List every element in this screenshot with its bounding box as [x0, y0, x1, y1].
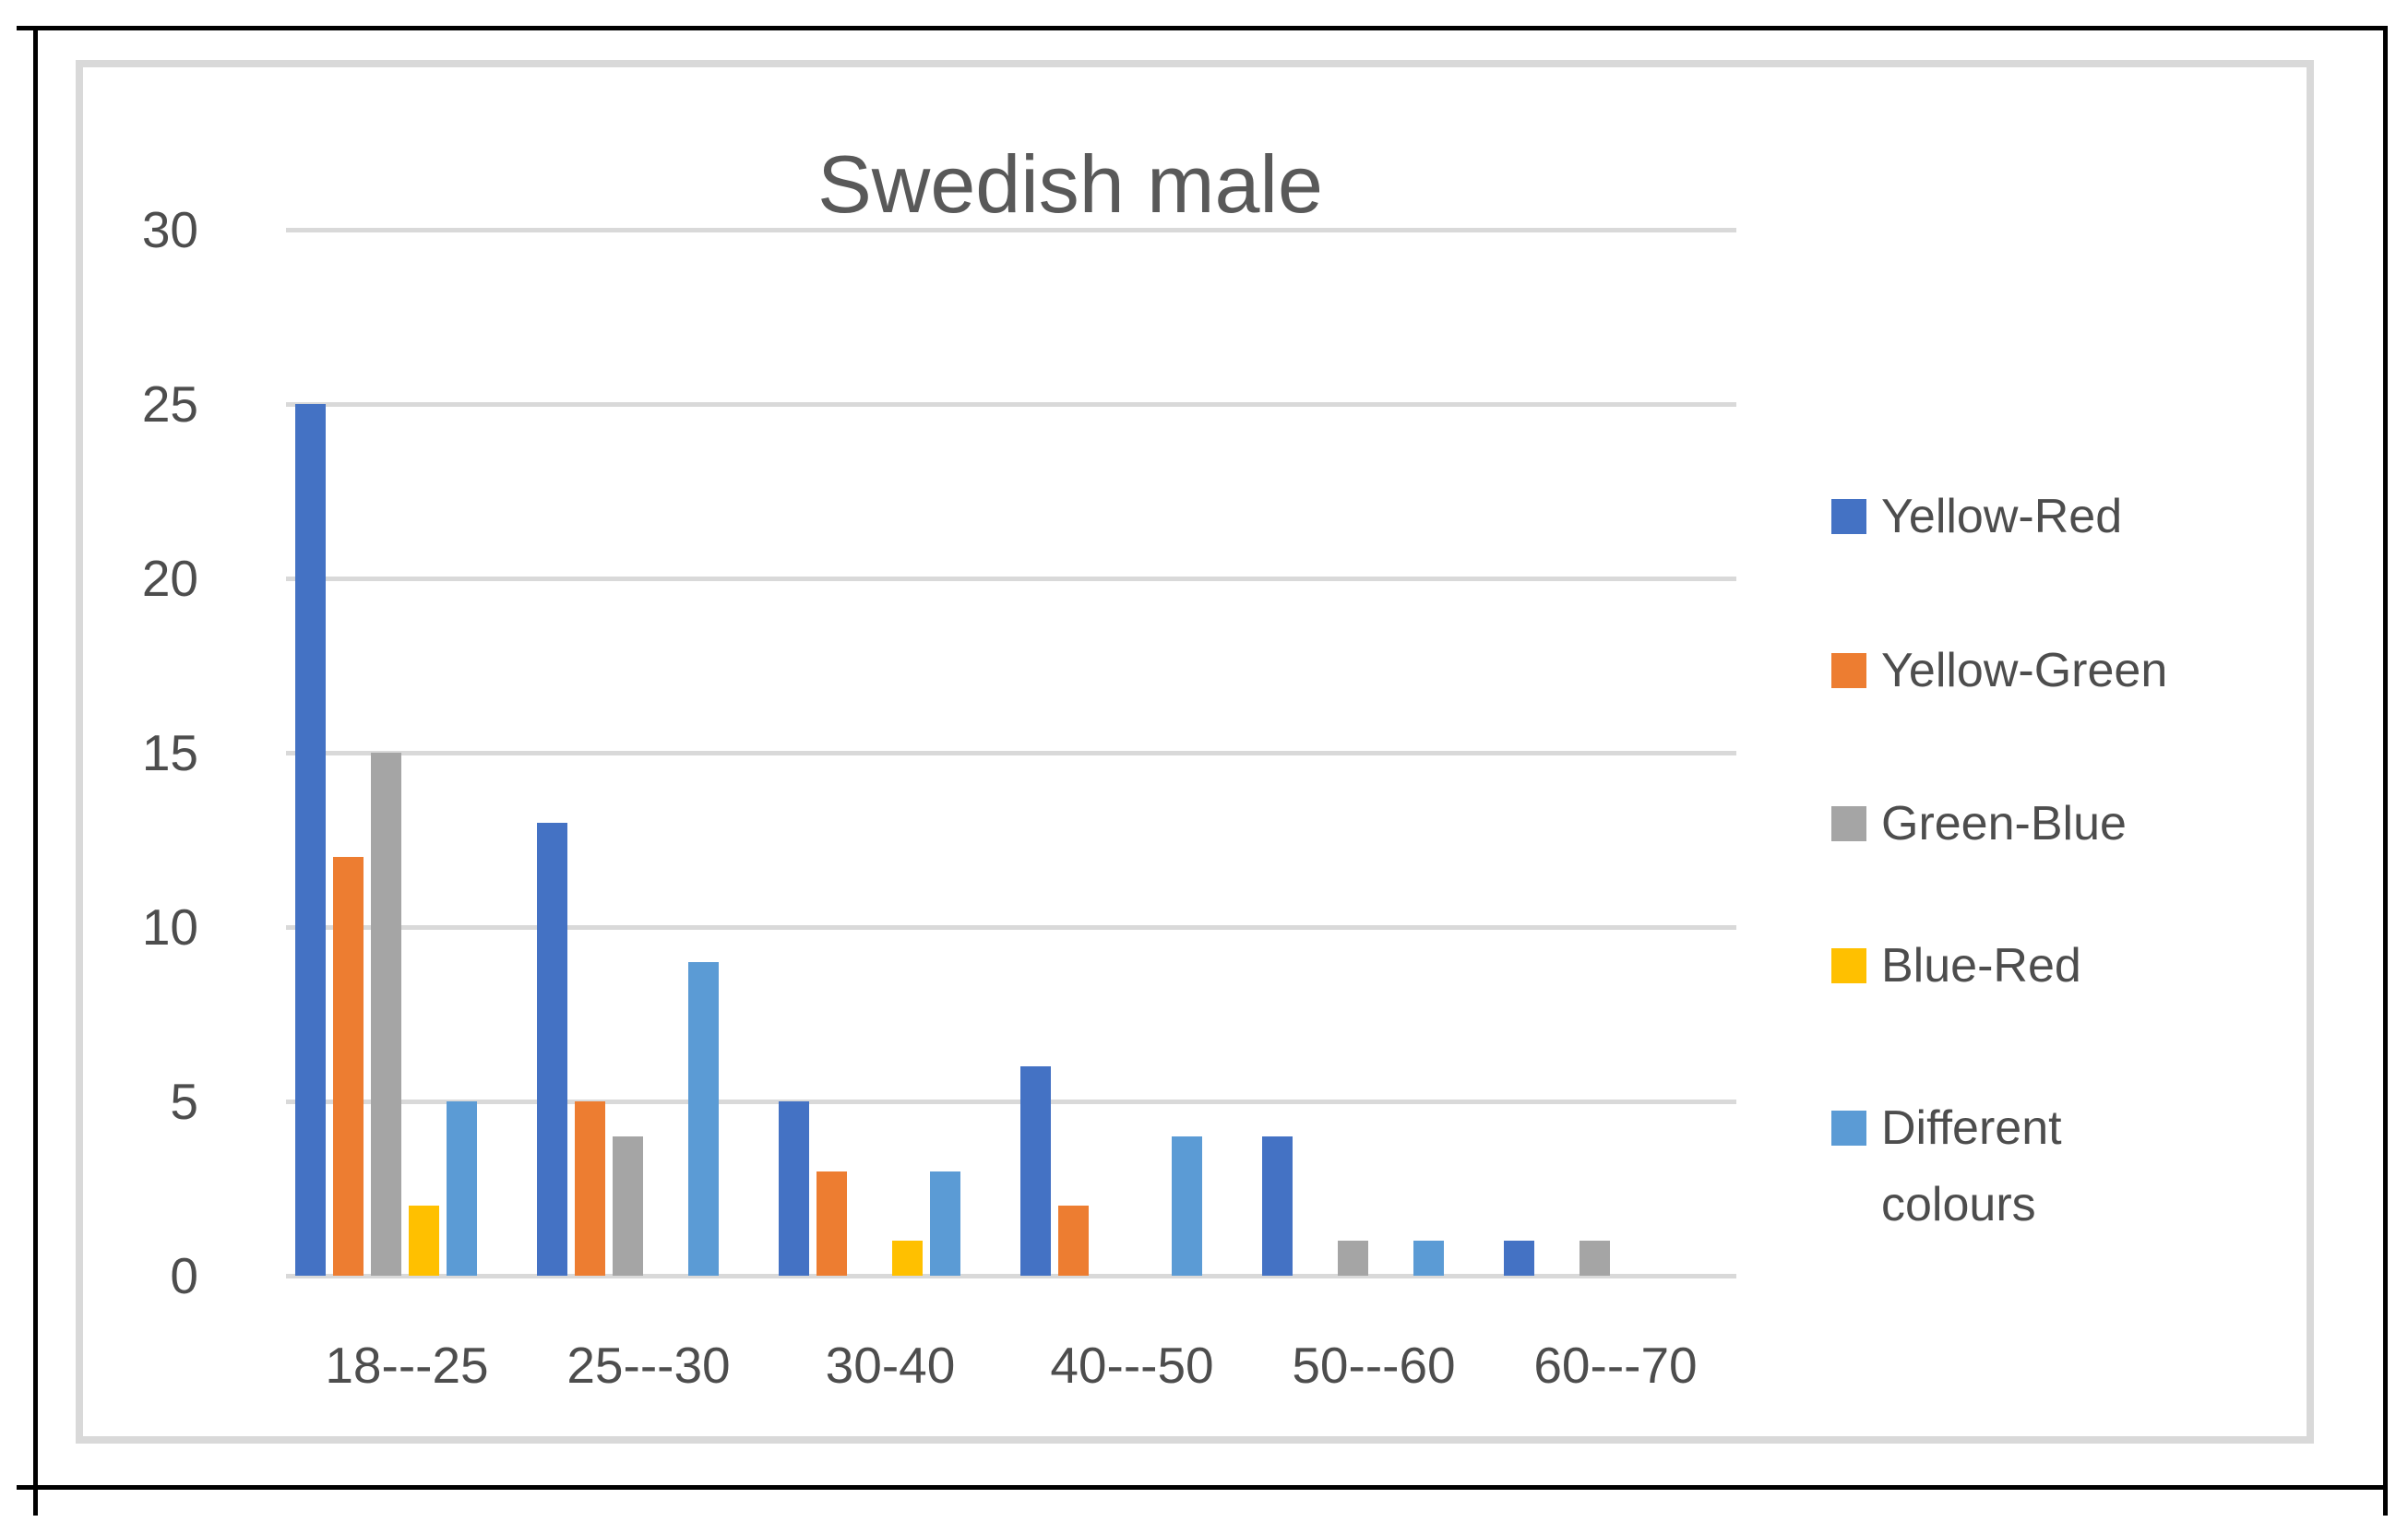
bar	[1262, 1136, 1293, 1276]
bar	[537, 822, 567, 1276]
x-axis-category-label: 30-40	[825, 1337, 956, 1394]
legend-item: Yellow-Green	[1831, 633, 2186, 709]
y-axis-tick-label: 10	[141, 898, 198, 956]
legend-swatch	[1831, 948, 1866, 983]
legend-swatch	[1831, 1111, 1866, 1146]
bar	[1580, 1241, 1610, 1276]
gridline	[286, 228, 1736, 232]
legend-item: Blue-Red	[1831, 928, 2186, 1005]
gridline	[286, 402, 1736, 407]
x-axis-category-label: 50---60	[1292, 1337, 1456, 1394]
bar	[930, 1171, 960, 1276]
bar	[1020, 1066, 1051, 1276]
bar	[295, 404, 326, 1276]
legend-label: Different colours	[1881, 1101, 2062, 1231]
bar	[892, 1241, 923, 1276]
legend-item: Green-Blue	[1831, 786, 2186, 862]
bar	[817, 1171, 847, 1276]
bar	[1058, 1206, 1089, 1276]
x-axis-category-label: 60---70	[1533, 1337, 1698, 1394]
bar	[688, 961, 719, 1276]
gridline	[286, 751, 1736, 755]
x-axis-category-label: 25---30	[566, 1337, 731, 1394]
bar	[371, 753, 401, 1276]
table-cell-border-right	[2383, 26, 2388, 1516]
y-axis-tick-label: 20	[141, 550, 198, 607]
legend-label: Blue-Red	[1881, 939, 2081, 993]
y-axis-tick-label: 0	[170, 1247, 198, 1304]
legend-item: Yellow-Red	[1831, 479, 2186, 555]
gridline	[286, 1274, 1736, 1278]
legend-swatch	[1831, 653, 1866, 688]
bar	[447, 1101, 477, 1276]
bar	[1338, 1241, 1368, 1276]
chart-frame: Swedish male 0 5 10 15 20 25 30 18---25 25---30 3…	[76, 60, 2314, 1444]
legend-label: Yellow-Red	[1881, 490, 2123, 543]
bar	[409, 1206, 439, 1276]
bar	[1172, 1136, 1202, 1276]
legend-label: Green-Blue	[1881, 797, 2127, 850]
bar	[613, 1136, 643, 1276]
table-cell-border-top	[17, 26, 2388, 30]
table-cell-border-left	[33, 26, 38, 1516]
y-axis-tick-label: 5	[170, 1073, 198, 1130]
y-axis-tick-label: 30	[141, 201, 198, 258]
bar	[333, 857, 364, 1276]
x-axis-category-label: 18---25	[325, 1337, 489, 1394]
legend-swatch	[1831, 499, 1866, 534]
legend-swatch	[1831, 806, 1866, 841]
gridline	[286, 577, 1736, 581]
bar	[1413, 1241, 1444, 1276]
legend-item: Different colours	[1831, 1090, 2186, 1243]
legend-label: Yellow-Green	[1881, 644, 2168, 697]
chart-area: Swedish male 0 5 10 15 20 25 30 18---25 25---30 3…	[83, 67, 2307, 1436]
table-cell-border-bottom	[17, 1485, 2388, 1490]
bar	[779, 1101, 809, 1276]
bar	[1504, 1241, 1534, 1276]
chart-title: Swedish male	[817, 138, 1323, 230]
y-axis-tick-label: 15	[141, 724, 198, 781]
x-axis-category-label: 40---50	[1050, 1337, 1214, 1394]
y-axis-tick-label: 25	[141, 375, 198, 433]
gridline	[286, 925, 1736, 930]
bar	[575, 1101, 605, 1276]
gridline	[286, 1100, 1736, 1104]
